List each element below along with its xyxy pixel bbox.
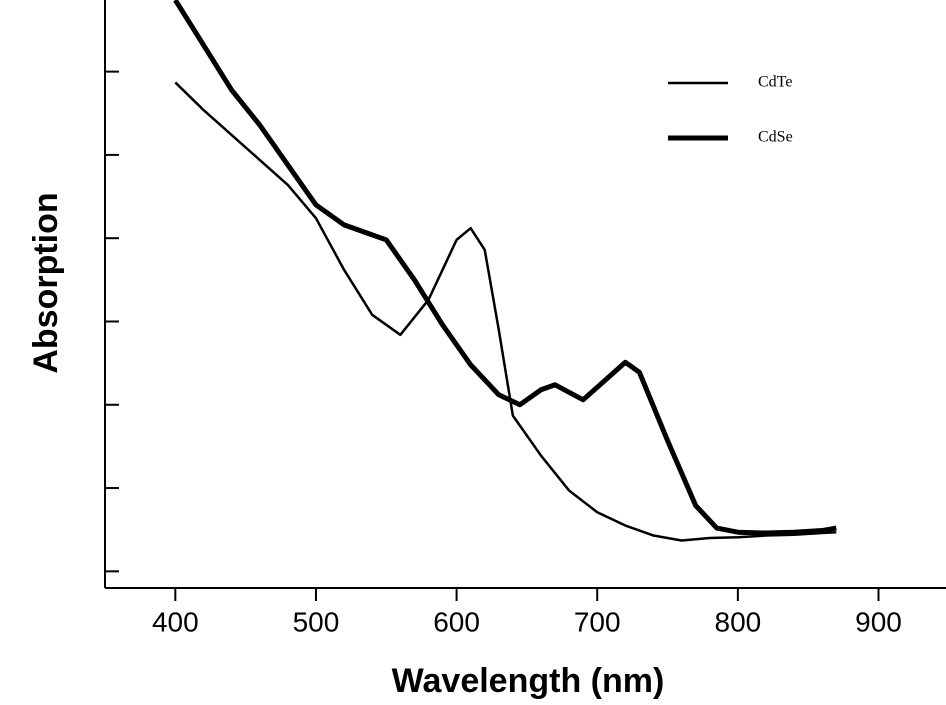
x-axis-title: Wavelength (nm) [392, 662, 665, 700]
line [174, 81, 837, 542]
x-tick-label: 600 [433, 606, 480, 637]
x-tick-label: 900 [855, 606, 902, 637]
y-axis-title: Absorption [27, 192, 65, 373]
legend-label: CdTe [758, 74, 792, 91]
x-tick-label: 400 [152, 606, 199, 637]
legend-label: CdSe [758, 129, 793, 146]
line [173, 0, 837, 536]
x-tick-label: 800 [715, 606, 762, 637]
x-tick-label: 700 [574, 606, 621, 637]
x-tick-label: 500 [293, 606, 340, 637]
